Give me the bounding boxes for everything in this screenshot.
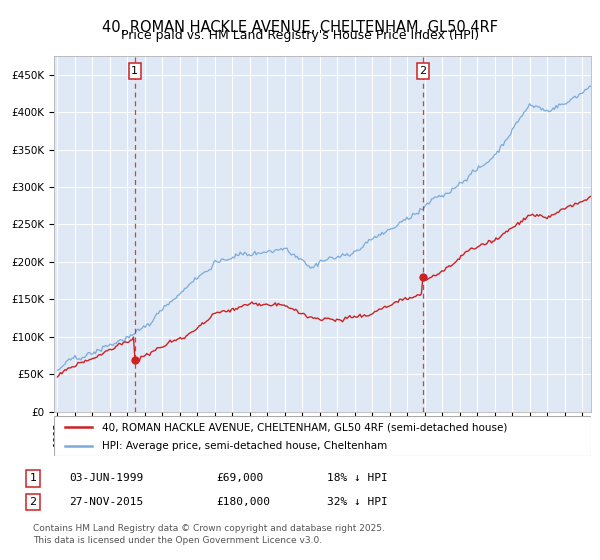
Text: HPI: Average price, semi-detached house, Cheltenham: HPI: Average price, semi-detached house,…	[103, 441, 388, 451]
Text: £180,000: £180,000	[216, 497, 270, 507]
Text: 18% ↓ HPI: 18% ↓ HPI	[327, 473, 388, 483]
Text: 40, ROMAN HACKLE AVENUE, CHELTENHAM, GL50 4RF: 40, ROMAN HACKLE AVENUE, CHELTENHAM, GL5…	[102, 20, 498, 35]
Text: £69,000: £69,000	[216, 473, 263, 483]
Text: 27-NOV-2015: 27-NOV-2015	[69, 497, 143, 507]
Text: 1: 1	[131, 66, 139, 76]
Text: 40, ROMAN HACKLE AVENUE, CHELTENHAM, GL50 4RF (semi-detached house): 40, ROMAN HACKLE AVENUE, CHELTENHAM, GL5…	[103, 422, 508, 432]
Text: Price paid vs. HM Land Registry's House Price Index (HPI): Price paid vs. HM Land Registry's House …	[121, 29, 479, 42]
Text: 32% ↓ HPI: 32% ↓ HPI	[327, 497, 388, 507]
Text: 1: 1	[29, 473, 37, 483]
Text: 2: 2	[29, 497, 37, 507]
Text: Contains HM Land Registry data © Crown copyright and database right 2025.
This d: Contains HM Land Registry data © Crown c…	[33, 524, 385, 545]
Text: 03-JUN-1999: 03-JUN-1999	[69, 473, 143, 483]
FancyBboxPatch shape	[54, 416, 591, 456]
Text: 2: 2	[419, 66, 427, 76]
